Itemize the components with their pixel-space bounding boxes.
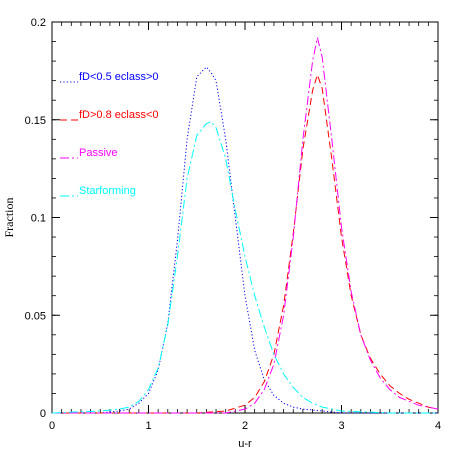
y-tick-label: 0.05 [25,310,46,322]
series-line-starforming [51,121,438,414]
y-tick-label: 0 [40,408,46,420]
x-tick-label: 2 [242,420,248,432]
series-lines [51,37,439,414]
x-tick-label: 3 [338,420,344,432]
y-axis-label: Fraction [2,198,16,238]
y-tick-label: 0.1 [31,213,46,225]
x-tick-label: 1 [145,420,151,432]
y-tick-label: 0.15 [25,115,46,127]
legend-label: Passive [79,147,118,159]
series-line-passive [52,37,439,414]
series-line-fd-0-8-eclass-0 [52,73,439,414]
legend-label: fD>0.8 eclass<0 [79,109,159,121]
y-tick-label: 0.2 [31,17,46,29]
x-tick-label: 4 [435,420,441,432]
x-tick-label: 0 [49,420,55,432]
legend-label: fD<0.5 eclass>0 [79,71,159,83]
axis-ticks: 0 1 2 3 4 0 0.05 0.1 0.15 0.2 [25,17,441,432]
legend: fD<0.5 eclass>0 fD>0.8 eclass<0 Passive Sta… [60,71,159,197]
x-axis-label: u-r [238,438,252,450]
legend-label: Starforming [79,185,136,197]
